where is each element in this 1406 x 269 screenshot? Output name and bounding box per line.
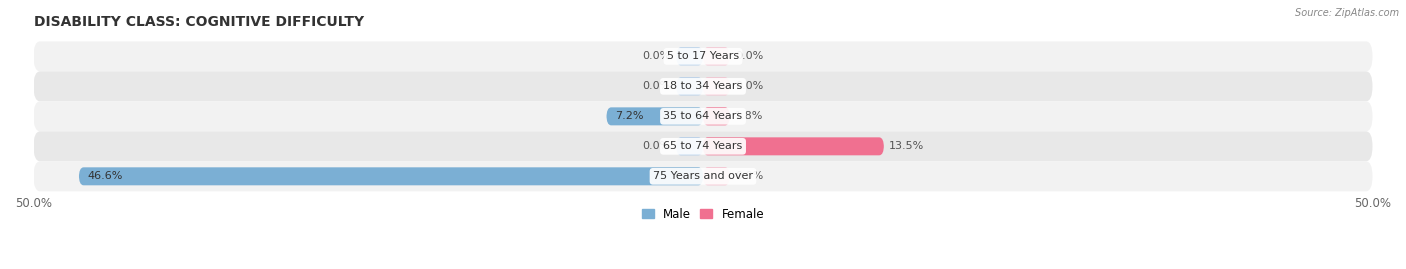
FancyBboxPatch shape — [34, 41, 1372, 71]
Text: 35 to 64 Years: 35 to 64 Years — [664, 111, 742, 121]
Text: 65 to 74 Years: 65 to 74 Years — [664, 141, 742, 151]
Text: 46.6%: 46.6% — [87, 171, 122, 181]
Text: DISABILITY CLASS: COGNITIVE DIFFICULTY: DISABILITY CLASS: COGNITIVE DIFFICULTY — [34, 15, 364, 29]
Text: 75 Years and over: 75 Years and over — [652, 171, 754, 181]
Text: 0.0%: 0.0% — [735, 171, 763, 181]
FancyBboxPatch shape — [676, 47, 703, 65]
FancyBboxPatch shape — [79, 167, 703, 185]
Text: 7.2%: 7.2% — [614, 111, 643, 121]
FancyBboxPatch shape — [34, 71, 1372, 101]
FancyBboxPatch shape — [606, 107, 703, 125]
FancyBboxPatch shape — [34, 101, 1372, 131]
Text: 0.0%: 0.0% — [643, 141, 671, 151]
FancyBboxPatch shape — [703, 47, 730, 65]
FancyBboxPatch shape — [703, 167, 730, 185]
Text: 0.0%: 0.0% — [735, 51, 763, 61]
Text: 0.0%: 0.0% — [643, 81, 671, 91]
Text: 18 to 34 Years: 18 to 34 Years — [664, 81, 742, 91]
Legend: Male, Female: Male, Female — [641, 208, 765, 221]
Text: 5 to 17 Years: 5 to 17 Years — [666, 51, 740, 61]
FancyBboxPatch shape — [703, 107, 730, 125]
Text: 13.5%: 13.5% — [889, 141, 924, 151]
FancyBboxPatch shape — [676, 77, 703, 95]
Text: 1.8%: 1.8% — [735, 111, 763, 121]
FancyBboxPatch shape — [34, 131, 1372, 161]
Text: 0.0%: 0.0% — [735, 81, 763, 91]
FancyBboxPatch shape — [676, 137, 703, 155]
FancyBboxPatch shape — [703, 77, 730, 95]
FancyBboxPatch shape — [34, 161, 1372, 191]
Text: Source: ZipAtlas.com: Source: ZipAtlas.com — [1295, 8, 1399, 18]
Text: 0.0%: 0.0% — [643, 51, 671, 61]
FancyBboxPatch shape — [703, 137, 884, 155]
